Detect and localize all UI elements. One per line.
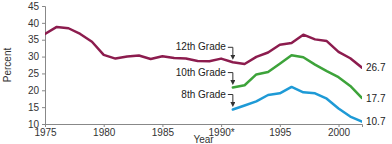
y-tick: 15 (28, 102, 45, 113)
y-tick: 20 (28, 85, 45, 96)
x-axis-title: Year (193, 134, 214, 144)
y-tick-mark (42, 40, 45, 41)
y-tick-mark (42, 6, 45, 7)
end-value-label: 26.7 (366, 62, 386, 73)
y-tick: 45 (28, 1, 45, 12)
y-tick: 10 (28, 119, 45, 130)
label-arrow (228, 47, 233, 57)
y-tick-label: 40 (28, 18, 40, 29)
y-tick-mark (42, 124, 45, 125)
series-label: 8th Grade (181, 89, 226, 100)
end-value-label: 10.7 (366, 116, 386, 127)
annotations: 12th Grade 26.7 10th Grade 17.7 8th Grade 10.… (176, 41, 386, 127)
series-label: 10th Grade (176, 67, 226, 78)
x-tick-label: 2000 (328, 127, 351, 138)
label-arrow (228, 95, 233, 105)
y-tick-mark (42, 73, 45, 74)
y-tick-mark (42, 107, 45, 108)
y-tick-mark (42, 90, 45, 91)
y-tick: 35 (28, 34, 45, 45)
y-tick: 30 (28, 51, 45, 62)
y-tick-label: 25 (28, 68, 40, 79)
x-tick: 2000 (328, 124, 351, 138)
y-tick-label: 35 (28, 34, 40, 45)
y-tick-label: 20 (28, 85, 40, 96)
y-tick-label: 15 (28, 102, 40, 113)
plot-area (45, 27, 362, 122)
y-tick-label: 10 (28, 119, 40, 130)
y-axis-line (42, 7, 46, 125)
x-tick: 1980 (93, 124, 116, 138)
y-tick-mark (42, 23, 45, 24)
series-line (233, 87, 362, 122)
chart: 1975198019851990*19952000101520253035404… (0, 0, 392, 144)
x-tick: 1995 (269, 124, 292, 138)
y-tick-mark (42, 57, 45, 58)
x-tick-label: 1985 (152, 127, 175, 138)
y-tick-label: 30 (28, 51, 40, 62)
y-tick: 25 (28, 68, 45, 79)
y-tick: 40 (28, 18, 45, 29)
x-tick-label: 1995 (269, 127, 292, 138)
series-label: 12th Grade (176, 41, 226, 52)
x-tick-label: 1980 (93, 127, 116, 138)
label-arrow (228, 73, 233, 83)
y-axis-title: Percent (2, 48, 13, 83)
y-tick-label: 45 (28, 1, 40, 12)
end-value-label: 17.7 (366, 93, 386, 104)
x-tick: 1985 (152, 124, 175, 138)
series-line (45, 27, 362, 68)
series-line (233, 55, 362, 98)
y-axis: 10 15 20 25 30 35 40 45 (28, 1, 46, 130)
